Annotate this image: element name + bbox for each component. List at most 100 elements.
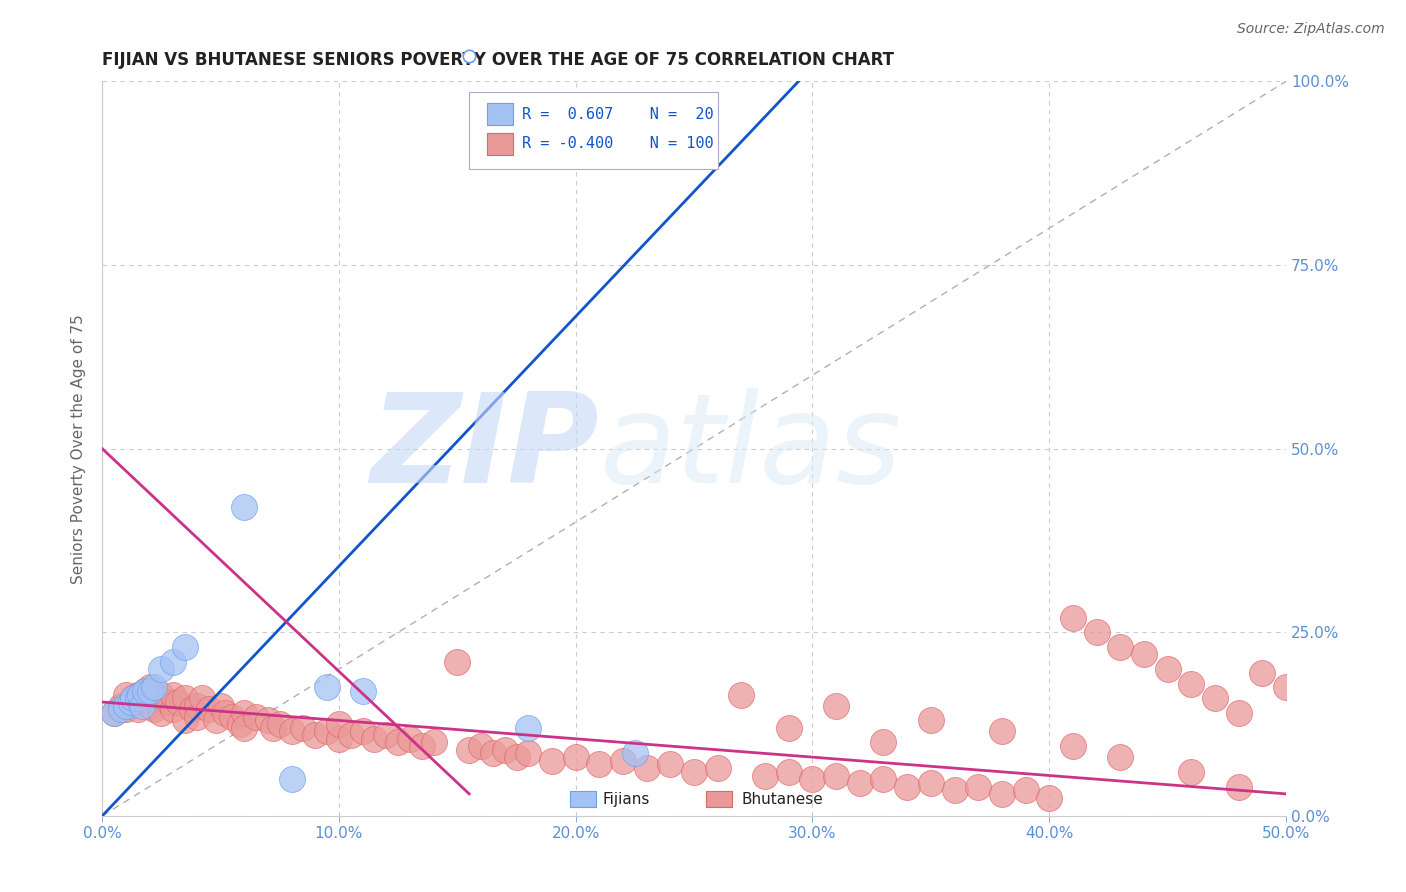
Point bbox=[162, 702, 184, 716]
Point bbox=[127, 688, 149, 702]
Text: FIJIAN VS BHUTANESE SENIORS POVERTY OVER THE AGE OF 75 CORRELATION CHART: FIJIAN VS BHUTANESE SENIORS POVERTY OVER… bbox=[103, 51, 894, 69]
Point bbox=[612, 754, 634, 768]
Point bbox=[162, 688, 184, 702]
Point bbox=[233, 721, 256, 735]
Y-axis label: Seniors Poverty Over the Age of 75: Seniors Poverty Over the Age of 75 bbox=[72, 314, 86, 583]
FancyBboxPatch shape bbox=[470, 93, 717, 169]
Point bbox=[197, 702, 219, 716]
Point bbox=[150, 706, 173, 720]
Point bbox=[363, 731, 385, 746]
Point bbox=[115, 698, 138, 713]
Text: Source: ZipAtlas.com: Source: ZipAtlas.com bbox=[1237, 22, 1385, 37]
Point bbox=[143, 681, 166, 695]
Point bbox=[872, 735, 894, 749]
Point bbox=[186, 710, 208, 724]
Point bbox=[328, 717, 350, 731]
Point bbox=[316, 724, 339, 739]
Point bbox=[422, 735, 444, 749]
Text: R =  0.607    N =  20: R = 0.607 N = 20 bbox=[523, 107, 714, 122]
Point bbox=[1204, 691, 1226, 706]
Point bbox=[257, 714, 280, 728]
Point bbox=[505, 750, 527, 764]
Point bbox=[228, 717, 250, 731]
Point bbox=[1014, 783, 1036, 797]
Point bbox=[375, 728, 398, 742]
Point bbox=[541, 754, 564, 768]
Point bbox=[778, 764, 800, 779]
Point bbox=[167, 695, 190, 709]
Point bbox=[1227, 780, 1250, 794]
Point bbox=[564, 750, 586, 764]
Text: ZIP: ZIP bbox=[371, 388, 599, 509]
Point bbox=[280, 772, 302, 787]
Point bbox=[1275, 681, 1298, 695]
Point bbox=[446, 655, 468, 669]
Point bbox=[1180, 764, 1202, 779]
Point bbox=[683, 764, 706, 779]
Point bbox=[122, 691, 145, 706]
Point bbox=[411, 739, 433, 753]
Point bbox=[458, 743, 481, 757]
Point bbox=[134, 684, 156, 698]
Point bbox=[470, 739, 492, 753]
Point bbox=[387, 735, 409, 749]
Point bbox=[754, 768, 776, 782]
Point bbox=[221, 710, 243, 724]
Point bbox=[825, 768, 848, 782]
Point bbox=[920, 776, 942, 790]
Point bbox=[659, 757, 682, 772]
Text: R = -0.400    N = 100: R = -0.400 N = 100 bbox=[523, 136, 714, 152]
Point bbox=[636, 761, 658, 775]
Point bbox=[214, 706, 236, 720]
Point bbox=[262, 721, 284, 735]
Point bbox=[730, 688, 752, 702]
Point bbox=[967, 780, 990, 794]
Point bbox=[143, 702, 166, 716]
Point bbox=[896, 780, 918, 794]
Point bbox=[134, 684, 156, 698]
Point bbox=[103, 706, 125, 720]
Point bbox=[292, 721, 315, 735]
Point bbox=[205, 714, 228, 728]
Point bbox=[115, 688, 138, 702]
Point bbox=[872, 772, 894, 787]
Point bbox=[127, 691, 149, 706]
Point bbox=[1109, 640, 1132, 654]
Point bbox=[706, 761, 728, 775]
Point bbox=[340, 728, 363, 742]
Point bbox=[131, 695, 153, 709]
Point bbox=[190, 691, 212, 706]
Point bbox=[131, 698, 153, 713]
Point bbox=[103, 706, 125, 720]
Point bbox=[624, 747, 647, 761]
FancyBboxPatch shape bbox=[486, 103, 513, 126]
Text: atlas: atlas bbox=[599, 388, 901, 509]
Point bbox=[304, 728, 326, 742]
Point bbox=[245, 710, 267, 724]
Point bbox=[943, 783, 966, 797]
Point bbox=[517, 721, 540, 735]
Point bbox=[399, 731, 422, 746]
Point bbox=[778, 721, 800, 735]
Point bbox=[1227, 706, 1250, 720]
Point bbox=[150, 688, 173, 702]
FancyBboxPatch shape bbox=[569, 791, 596, 807]
Point bbox=[825, 698, 848, 713]
Point bbox=[162, 655, 184, 669]
Point bbox=[129, 688, 152, 702]
Point bbox=[1038, 790, 1060, 805]
Point bbox=[143, 691, 166, 706]
FancyBboxPatch shape bbox=[486, 133, 513, 155]
Point bbox=[157, 695, 180, 709]
Point bbox=[328, 731, 350, 746]
Point bbox=[186, 698, 208, 713]
Point bbox=[120, 695, 142, 709]
Point bbox=[1062, 739, 1084, 753]
Text: Bhutanese: Bhutanese bbox=[741, 791, 823, 806]
Point bbox=[1180, 676, 1202, 690]
FancyBboxPatch shape bbox=[706, 791, 733, 807]
Point bbox=[1062, 610, 1084, 624]
Point bbox=[181, 702, 204, 716]
Point bbox=[110, 698, 132, 713]
Point bbox=[174, 714, 197, 728]
